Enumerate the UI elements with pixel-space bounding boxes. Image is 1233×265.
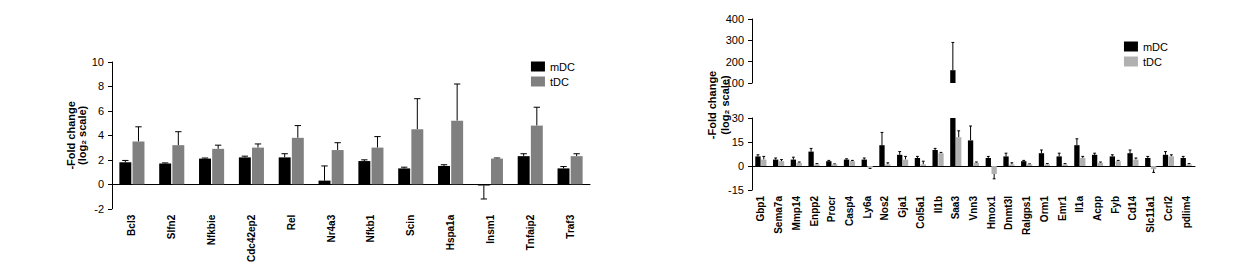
svg-text:tDC: tDC xyxy=(1143,56,1162,68)
svg-text:Sema7a: Sema7a xyxy=(773,196,784,234)
svg-text:Col5a1: Col5a1 xyxy=(915,196,926,229)
svg-text:Procr: Procr xyxy=(826,196,837,222)
svg-text:400: 400 xyxy=(726,13,744,25)
svg-text:Il1b: Il1b xyxy=(933,196,944,213)
svg-text:Hspa1a: Hspa1a xyxy=(445,214,456,250)
svg-text:0: 0 xyxy=(738,160,744,172)
svg-text:Enpp2: Enpp2 xyxy=(809,196,820,227)
svg-text:Il1a: Il1a xyxy=(1074,196,1085,213)
svg-text:mDC: mDC xyxy=(1143,41,1168,53)
svg-text:Bcl3: Bcl3 xyxy=(126,214,137,236)
svg-text:-15: -15 xyxy=(728,184,744,196)
svg-text:pdlim4: pdlim4 xyxy=(1181,196,1192,229)
svg-text:Slfn2: Slfn2 xyxy=(166,214,177,239)
svg-text:-Fold change: -Fold change xyxy=(706,71,718,139)
svg-text:30: 30 xyxy=(732,112,744,124)
svg-text:10: 10 xyxy=(92,56,104,68)
svg-text:100: 100 xyxy=(726,77,744,89)
svg-text:-Fold change: -Fold change xyxy=(65,101,78,170)
svg-text:Nfkbie: Nfkbie xyxy=(206,214,217,245)
svg-text:Ccrl2: Ccrl2 xyxy=(1163,196,1174,221)
svg-text:Fyb: Fyb xyxy=(1110,196,1121,214)
svg-text:0: 0 xyxy=(98,178,104,190)
svg-text:Vnn3: Vnn3 xyxy=(968,196,979,221)
svg-text:6: 6 xyxy=(98,105,104,117)
svg-text:Dnmt3l: Dnmt3l xyxy=(1003,196,1014,230)
svg-text:(log₂ scale): (log₂ scale) xyxy=(76,105,88,165)
svg-text:Ralgps1: Ralgps1 xyxy=(1021,196,1032,235)
svg-text:200: 200 xyxy=(726,56,744,68)
svg-text:15: 15 xyxy=(732,136,744,148)
svg-text:Gbp1: Gbp1 xyxy=(755,196,766,222)
svg-text:Casp4: Casp4 xyxy=(844,196,855,226)
svg-text:Orm1: Orm1 xyxy=(1039,196,1050,223)
svg-text:(log₂ scale): (log₂ scale) xyxy=(718,75,731,135)
svg-text:Nos2: Nos2 xyxy=(879,196,890,221)
svg-text:Gja1: Gja1 xyxy=(897,196,908,218)
svg-text:300: 300 xyxy=(726,34,744,46)
svg-text:8: 8 xyxy=(98,80,104,92)
svg-text:Traf3: Traf3 xyxy=(565,214,576,238)
svg-text:Cd14: Cd14 xyxy=(1127,196,1138,221)
svg-text:Ly6a: Ly6a xyxy=(862,196,873,219)
svg-text:Nr4a3: Nr4a3 xyxy=(326,214,337,242)
svg-text:Tnfaip2: Tnfaip2 xyxy=(525,214,536,250)
svg-text:mDC: mDC xyxy=(550,61,575,73)
svg-text:Saa3: Saa3 xyxy=(950,196,961,220)
svg-text:2: 2 xyxy=(98,154,104,166)
svg-text:tDC: tDC xyxy=(550,76,569,88)
svg-text:Insm1: Insm1 xyxy=(485,214,496,243)
svg-text:Emr1: Emr1 xyxy=(1057,196,1068,221)
svg-text:-2: -2 xyxy=(94,203,104,215)
svg-text:4: 4 xyxy=(98,129,104,141)
svg-text:Acpp: Acpp xyxy=(1092,196,1103,221)
svg-text:Slc11a1: Slc11a1 xyxy=(1145,196,1156,233)
svg-text:Nfkb1: Nfkb1 xyxy=(365,214,376,242)
svg-text:Scin: Scin xyxy=(405,215,416,236)
svg-text:Rel: Rel xyxy=(286,215,297,231)
svg-text:Mmp14: Mmp14 xyxy=(791,196,802,231)
svg-text:Hmox1: Hmox1 xyxy=(986,196,997,230)
svg-text:Cdc42ep2: Cdc42ep2 xyxy=(246,214,257,262)
